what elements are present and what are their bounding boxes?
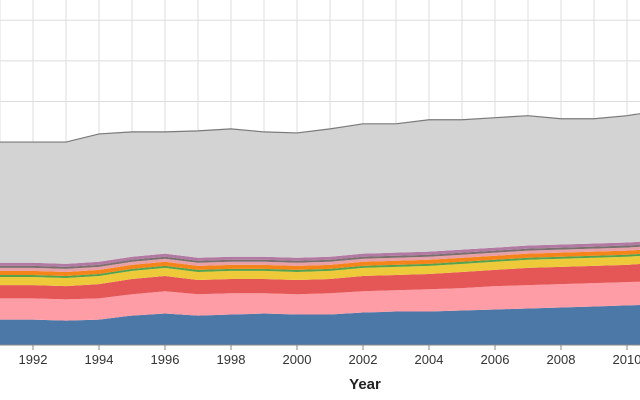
area-series-8 (0, 244, 640, 269)
area-series-2 (0, 281, 640, 321)
area-series-7 (0, 246, 640, 272)
x-tick-label: 1998 (217, 352, 246, 367)
x-tick-label: 2006 (481, 352, 510, 367)
area-series-10 (0, 113, 640, 264)
x-tick-label: 1996 (151, 352, 180, 367)
total-outline-line (0, 113, 640, 143)
x-tick-label: 2002 (349, 352, 378, 367)
area-series-5 (0, 253, 640, 279)
area-series-9 (0, 241, 640, 267)
area-series-group (0, 113, 640, 345)
x-tick-label: 1992 (19, 352, 48, 367)
x-tick-label: 2010 (613, 352, 640, 367)
area-series-6 (0, 249, 640, 276)
x-axis: 1992 1994 1996 1998 2000 2002 2004 2006 2008 2010 (0, 344, 640, 367)
area-series-3 (0, 264, 640, 300)
area-series-1 (0, 305, 640, 345)
area-series-4 (0, 255, 640, 287)
x-tick-label: 1994 (85, 352, 114, 367)
x-axis-title: Year (349, 376, 381, 393)
x-tick-label: 2008 (547, 352, 576, 367)
x-tick-label: 2000 (283, 352, 312, 367)
x-tick-label: 2004 (415, 352, 444, 367)
